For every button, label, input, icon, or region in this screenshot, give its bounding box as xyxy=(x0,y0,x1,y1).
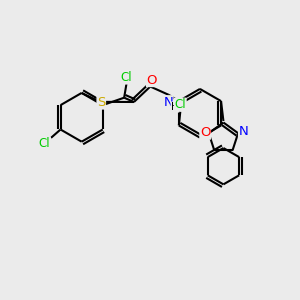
Text: O: O xyxy=(200,126,210,139)
Text: Cl: Cl xyxy=(175,98,186,111)
Text: N: N xyxy=(163,96,173,109)
Text: O: O xyxy=(146,74,157,86)
Text: N: N xyxy=(238,125,248,138)
Text: Cl: Cl xyxy=(39,137,50,150)
Text: H: H xyxy=(171,102,179,112)
Text: Cl: Cl xyxy=(121,71,132,84)
Text: S: S xyxy=(97,96,105,109)
